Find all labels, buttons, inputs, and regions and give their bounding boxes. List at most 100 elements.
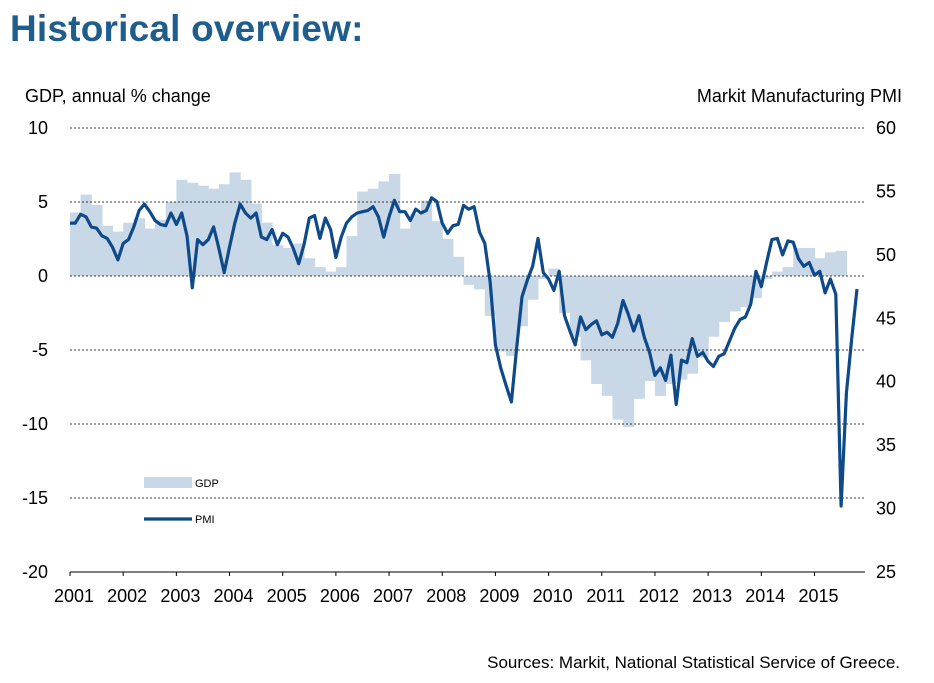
legend-pmi-label: PMI [195, 514, 215, 526]
gdp-bar [378, 181, 390, 276]
x-tick-label: 2002 [107, 586, 147, 606]
x-tick-label: 2005 [267, 586, 307, 606]
legend-gdp-swatch [144, 477, 192, 488]
x-tick-label: 2006 [320, 586, 360, 606]
left-tick-label: -10 [22, 414, 48, 434]
left-tick-label: -20 [22, 562, 48, 582]
gdp-bar [282, 247, 294, 276]
gdp-bar [187, 182, 199, 276]
x-tick-label: 2012 [639, 586, 679, 606]
right-axis-label: Markit Manufacturing PMI [696, 86, 902, 106]
gdp-bar [91, 205, 103, 276]
gdp-bar [176, 179, 188, 276]
gdp-bar [133, 218, 145, 276]
gdp-bar [474, 276, 486, 290]
right-tick-label: 60 [876, 118, 896, 138]
gdp-bar [793, 247, 805, 276]
gdp-bar [612, 276, 624, 420]
gdp-bar [676, 276, 688, 380]
gdp-bar [389, 173, 401, 276]
page-title: Historical overview: [10, 8, 364, 49]
right-tick-label: 55 [876, 181, 896, 201]
gdp-bar [367, 188, 379, 276]
x-tick-label: 2011 [586, 586, 625, 606]
gdp-bar [101, 225, 114, 276]
gdp-bar [654, 276, 667, 396]
gdp-bar [197, 185, 209, 276]
gdp-bar [495, 276, 507, 352]
gdp-bar [218, 184, 231, 276]
gdp-bar [740, 276, 752, 308]
left-tick-label: -5 [32, 340, 48, 360]
gdp-bar [527, 276, 539, 300]
gdp-bar [591, 276, 603, 384]
gdp-bar [463, 276, 475, 285]
gdp-bar [633, 276, 645, 399]
right-tick-label: 35 [876, 435, 896, 455]
gdp-bar [644, 276, 656, 382]
gdp-bar [825, 252, 837, 276]
gdp-bar [240, 179, 252, 276]
gdp-bar [665, 276, 677, 384]
left-tick-label: 0 [38, 266, 48, 286]
gdp-bar [325, 271, 337, 276]
x-tick-label: 2001 [54, 586, 94, 606]
gdp-bar [410, 213, 422, 276]
gdp-bar [686, 276, 699, 374]
gdp-bar [112, 231, 124, 276]
gdp-bar [70, 212, 82, 276]
gdp-bar [399, 228, 411, 276]
left-tick-label: 5 [38, 192, 48, 212]
x-tick-label: 2014 [745, 586, 785, 606]
gdp-bar [123, 222, 135, 276]
x-tick-label: 2004 [214, 586, 254, 606]
gdp-bar [750, 276, 762, 299]
gdp-bar [250, 203, 262, 276]
gdp-bar [346, 236, 358, 276]
gdp-bar [708, 276, 720, 337]
x-tick-label: 2010 [533, 586, 573, 606]
x-tick-label: 2007 [373, 586, 413, 606]
gdp-bar [729, 276, 741, 312]
right-tick-label: 45 [876, 308, 896, 328]
gdp-bar [623, 276, 635, 427]
pmi-line [70, 196, 859, 508]
x-tick-label: 2013 [692, 586, 732, 606]
gdp-bar [569, 276, 582, 337]
gdp-bar [835, 250, 847, 276]
gdp-bar [697, 276, 709, 358]
x-tick-label: 2015 [798, 586, 838, 606]
gdp-bar [314, 267, 326, 276]
gdp-bar [771, 271, 784, 276]
x-tick-label: 2008 [426, 586, 466, 606]
x-tick-label: 2009 [479, 586, 519, 606]
gdp-bar [155, 219, 167, 276]
gdp-bar [548, 268, 560, 276]
gdp-bar [442, 239, 454, 276]
right-tick-label: 30 [876, 499, 896, 519]
gdp-bar [261, 222, 273, 276]
gdp-bar [431, 221, 443, 276]
gdp-bar [761, 276, 773, 279]
left-axis-label: GDP, annual % change [25, 86, 211, 106]
gdp-bar [357, 191, 369, 276]
gdp-bar [782, 267, 794, 276]
gdp-bar [580, 276, 592, 361]
gdp-bar [452, 256, 465, 276]
gdp-bar [814, 258, 826, 276]
gdp-bar [559, 276, 571, 313]
legend-gdp-label: GDP [195, 478, 219, 490]
x-tick-label: 2003 [160, 586, 200, 606]
right-tick-label: 40 [876, 372, 896, 392]
gdp-bar [601, 276, 613, 396]
gdp-bar [506, 276, 518, 356]
right-tick-label: 50 [876, 245, 896, 265]
source-note: Sources: Markit, National Statistical Se… [487, 653, 900, 672]
gdp-bar [304, 258, 316, 276]
gdp-bar [144, 228, 156, 276]
gdp-bar [335, 267, 348, 276]
gdp-bar [272, 244, 284, 276]
gdp-bar [421, 200, 433, 276]
right-tick-label: 25 [876, 562, 896, 582]
